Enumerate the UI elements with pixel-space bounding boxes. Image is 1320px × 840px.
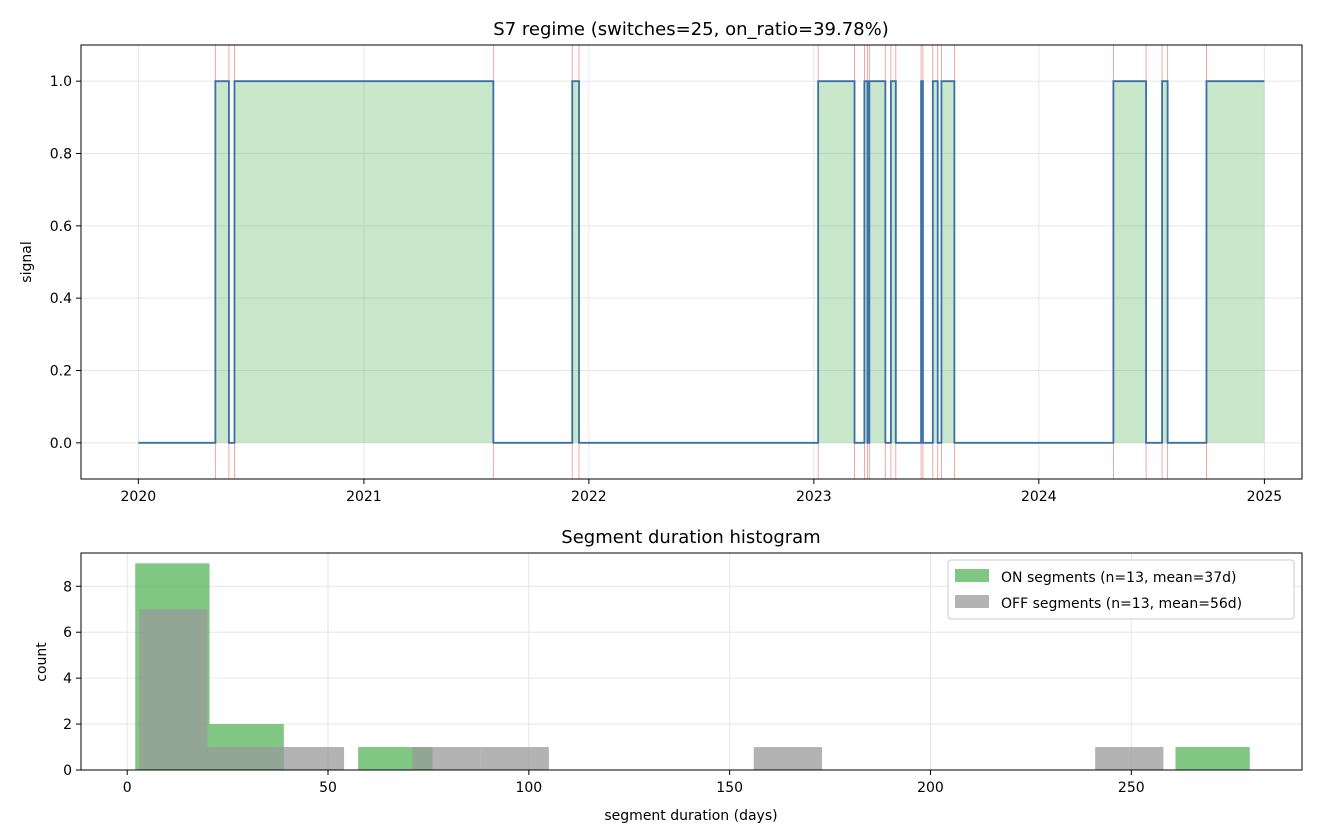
regime-x-tick-label: 2023: [796, 489, 832, 505]
off-segment-bar: [753, 747, 823, 770]
histogram-x-tick-label: 150: [716, 780, 743, 796]
histogram-x-tick-label: 200: [917, 780, 944, 796]
histogram-title: Segment duration histogram: [561, 527, 820, 548]
histogram-y-tick-label: 4: [63, 671, 72, 687]
histogram-x-tick-label: 250: [1118, 780, 1145, 796]
legend-swatch-off: [955, 595, 989, 608]
histogram-x-tick-label: 100: [515, 780, 542, 796]
off-segment-bar: [412, 747, 481, 770]
regime-y-tick-label: 1.0: [50, 74, 72, 90]
regime-y-tick-label: 0.2: [50, 364, 72, 380]
regime-x-tick-label: 2022: [571, 489, 607, 505]
legend-swatch-on: [955, 569, 989, 582]
histogram-y-tick-label: 6: [63, 625, 72, 641]
regime-y-tick-label: 0.4: [50, 291, 72, 307]
histogram-x-tick-label: 0: [123, 780, 132, 796]
on-segment-bar: [1175, 747, 1250, 770]
regime-title: S7 regime (switches=25, on_ratio=39.78%): [493, 19, 888, 40]
histogram-legend: ON segments (n=13, mean=37d) OFF segment…: [947, 559, 1295, 620]
off-segment-bar: [275, 747, 345, 770]
regime-y-tick-label: 0.8: [50, 147, 72, 163]
off-segment-bar: [207, 747, 276, 770]
histogram-y-tick-label: 0: [63, 763, 72, 779]
off-bars: [139, 609, 1164, 770]
histogram-plot-frame: [80, 552, 1303, 771]
regime-plot-frame: [80, 44, 1303, 480]
histogram-x-label: segment duration (days): [604, 808, 777, 824]
histogram-y-tick-label: 2: [63, 717, 72, 733]
off-segment-bar: [480, 747, 549, 770]
regime-y-label: signal: [19, 241, 35, 282]
regime-x-tick-label: 2021: [346, 489, 382, 505]
legend-frame: [947, 559, 1295, 620]
regime-x-tick-label: 2020: [121, 489, 157, 505]
on-regime-fill: [215, 81, 1265, 443]
legend-label-on: ON segments (n=13, mean=37d): [1001, 570, 1236, 586]
regime-x-tick-label: 2025: [1247, 489, 1283, 505]
histogram-x-tick-label: 50: [319, 780, 337, 796]
off-segment-bar: [1095, 747, 1164, 770]
off-segment-bar: [139, 609, 208, 770]
histogram-y-label: count: [34, 642, 50, 682]
regime-x-tick-label: 2024: [1021, 489, 1057, 505]
histogram-panel: 0 50 100 150 200 250 0 2 4 6 8 Segment duration h…: [34, 527, 1303, 824]
regime-x-ticks: 2020 2021 2022 2023 2024 2025: [121, 479, 1283, 505]
regime-y-tick-label: 0.6: [50, 219, 72, 235]
histogram-y-ticks: 0 2 4 6 8: [63, 579, 81, 779]
regime-y-ticks: 0.0 0.2 0.4 0.6 0.8 1.0: [50, 74, 81, 452]
regime-panel: 2020 2021 2022 2023 2024 2025 0.0 0.2 0.4 0.6 0.8…: [19, 19, 1303, 505]
signal-step-line: [138, 80, 1265, 444]
histogram-x-ticks: 0 50 100 150 200 250: [123, 770, 1145, 796]
legend-label-off: OFF segments (n=13, mean=56d): [1001, 596, 1242, 612]
regime-y-tick-label: 0.0: [50, 436, 72, 452]
histogram-y-tick-label: 8: [63, 579, 72, 595]
